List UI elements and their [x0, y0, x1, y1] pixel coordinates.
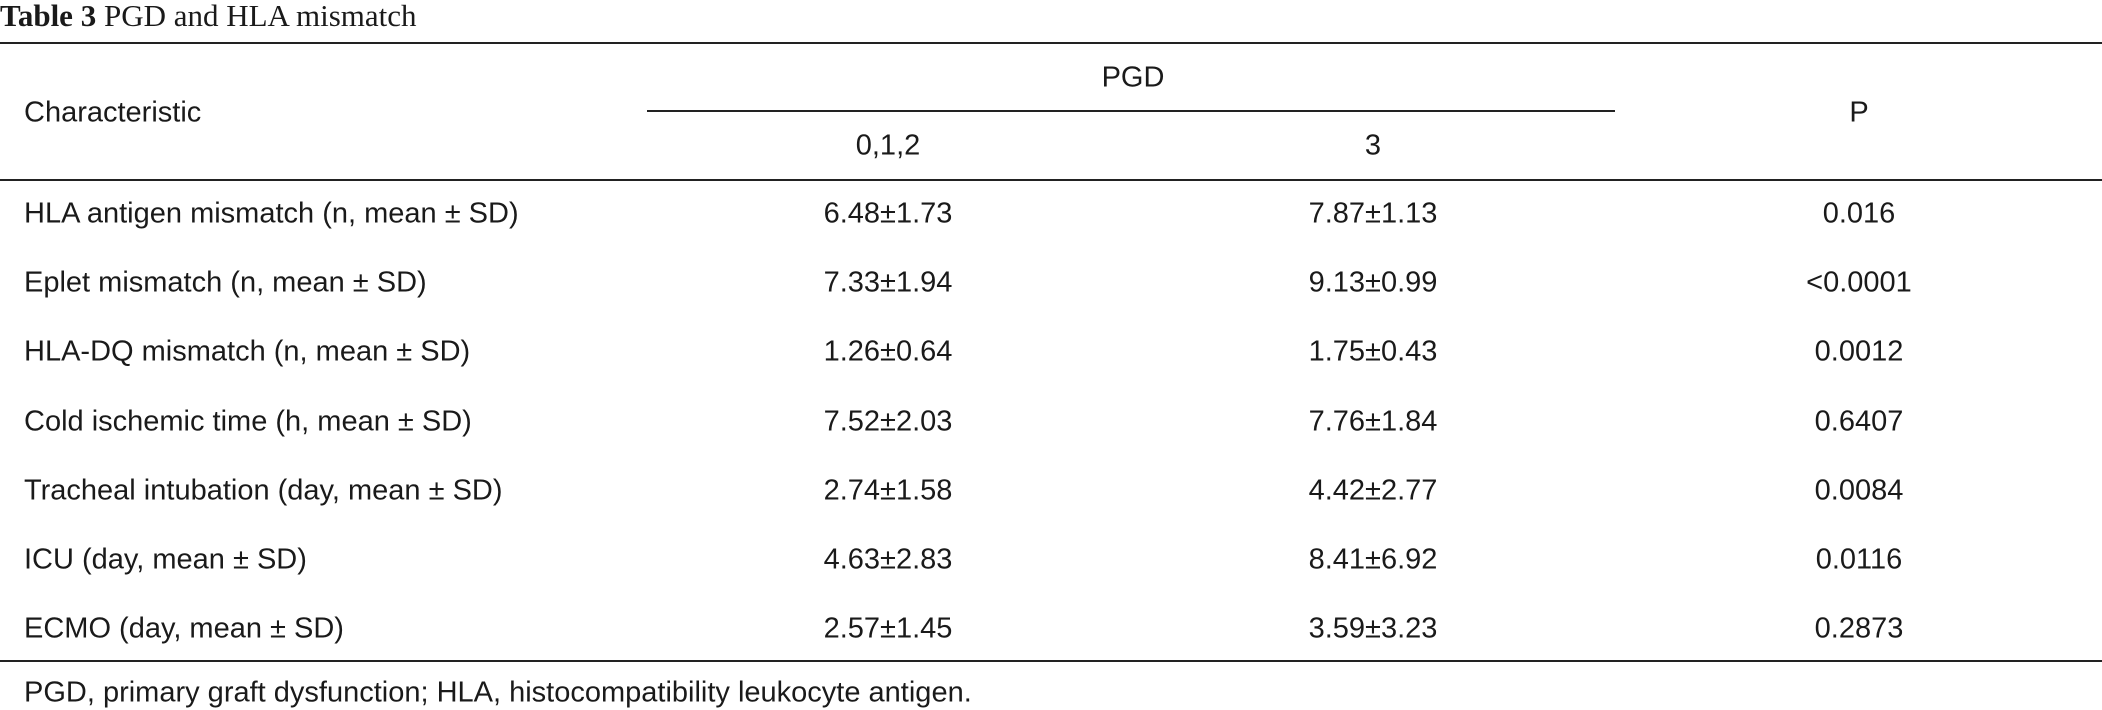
cell: 1.75±0.43 [1308, 335, 1438, 368]
cell: 7.33±1.94 [823, 266, 953, 299]
group-rule [647, 110, 1615, 112]
table-title: Table 3 PGD and HLA mismatch [0, 0, 417, 31]
cell: 0.016 [1822, 197, 1896, 230]
cell: 9.13±0.99 [1308, 266, 1438, 299]
cell: 2.57±1.45 [823, 612, 953, 645]
cell: 0.0116 [1815, 543, 1903, 576]
header-group: PGD [1101, 61, 1165, 94]
cell: 4.63±2.83 [823, 543, 953, 576]
cell: <0.0001 [1806, 266, 1912, 299]
row-label: HLA antigen mismatch (n, mean ± SD) [24, 197, 519, 230]
row-label: HLA-DQ mismatch (n, mean ± SD) [24, 335, 471, 368]
top-rule [0, 42, 2102, 44]
header-characteristic: Characteristic [24, 96, 202, 129]
row-label: Tracheal intubation (day, mean ± SD) [24, 474, 503, 507]
header-subgroup: 3 [1364, 129, 1382, 162]
footnote: PGD, primary graft dysfunction; HLA, his… [24, 676, 972, 709]
cell: 7.52±2.03 [823, 405, 953, 438]
cell: 0.2873 [1814, 612, 1904, 645]
cell: 0.0084 [1814, 474, 1904, 507]
cell: 6.48±1.73 [823, 197, 953, 230]
cell: 8.41±6.92 [1308, 543, 1438, 576]
cell: 0.6407 [1814, 405, 1904, 438]
header-subgroup: 0,1,2 [855, 129, 921, 162]
bottom-rule [0, 660, 2102, 662]
table-label: Table 3 [0, 0, 97, 33]
row-label: Eplet mismatch (n, mean ± SD) [24, 266, 427, 299]
row-label: ECMO (day, mean ± SD) [24, 612, 344, 645]
row-label: ICU (day, mean ± SD) [24, 543, 307, 576]
cell: 1.26±0.64 [823, 335, 953, 368]
cell: 7.76±1.84 [1308, 405, 1438, 438]
cell: 4.42±2.77 [1308, 474, 1438, 507]
table-caption: PGD and HLA mismatch [103, 0, 417, 33]
cell: 7.87±1.13 [1308, 197, 1438, 230]
cell: 2.74±1.58 [823, 474, 953, 507]
cell: 0.0012 [1814, 335, 1904, 368]
header-rule [0, 179, 2102, 181]
cell: 3.59±3.23 [1308, 612, 1438, 645]
row-label: Cold ischemic time (h, mean ± SD) [24, 405, 472, 438]
header-p: P [1849, 96, 1869, 129]
